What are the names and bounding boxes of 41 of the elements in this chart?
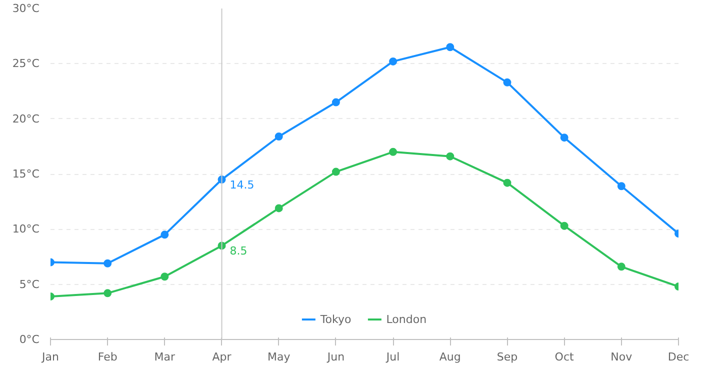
point (160, 272, 169, 281)
x-tick-label: Feb (98, 350, 118, 364)
data-label: 8.5 (230, 244, 248, 258)
point (446, 152, 454, 160)
point (503, 178, 512, 187)
x-tick-label: Mar (154, 350, 176, 364)
point (560, 134, 568, 142)
point (104, 289, 112, 298)
x-tick-label: Sep (496, 350, 518, 364)
point (160, 230, 169, 239)
y-tick-label: 5°C (19, 278, 40, 291)
point (389, 148, 398, 156)
point (332, 168, 340, 176)
x-tick-label: Dec (668, 350, 690, 364)
point (389, 57, 398, 66)
x-tick-label: Oct (554, 350, 575, 364)
legend-label: Tokyo (320, 312, 352, 326)
x-tick-label: Jul (385, 350, 400, 364)
point (503, 78, 512, 86)
x-tick-label: Nov (610, 350, 633, 364)
y-tick-label: 30°C (12, 2, 40, 15)
point (560, 222, 568, 230)
y-tick-label: 15°C (12, 168, 40, 180)
x-tick-label: Jun (326, 350, 345, 364)
point (446, 43, 454, 52)
x-tick-label: Apr (212, 350, 232, 364)
point (332, 98, 340, 106)
y-tick-label: 0°C (19, 333, 40, 346)
y-tick-label: 10°C (12, 222, 40, 236)
x-tick-label: Jan (41, 350, 60, 364)
point (104, 259, 112, 268)
legend-label: London (386, 312, 427, 326)
y-tick-label: 25°C (12, 57, 40, 70)
point (617, 262, 626, 271)
data-label: 14.5 (230, 178, 254, 192)
x-tick-label: May (267, 350, 291, 364)
point (274, 132, 283, 140)
x-tick-label: Aug (439, 350, 461, 364)
point (274, 204, 283, 212)
point (617, 182, 626, 190)
y-tick-label: 20°C (12, 112, 40, 126)
